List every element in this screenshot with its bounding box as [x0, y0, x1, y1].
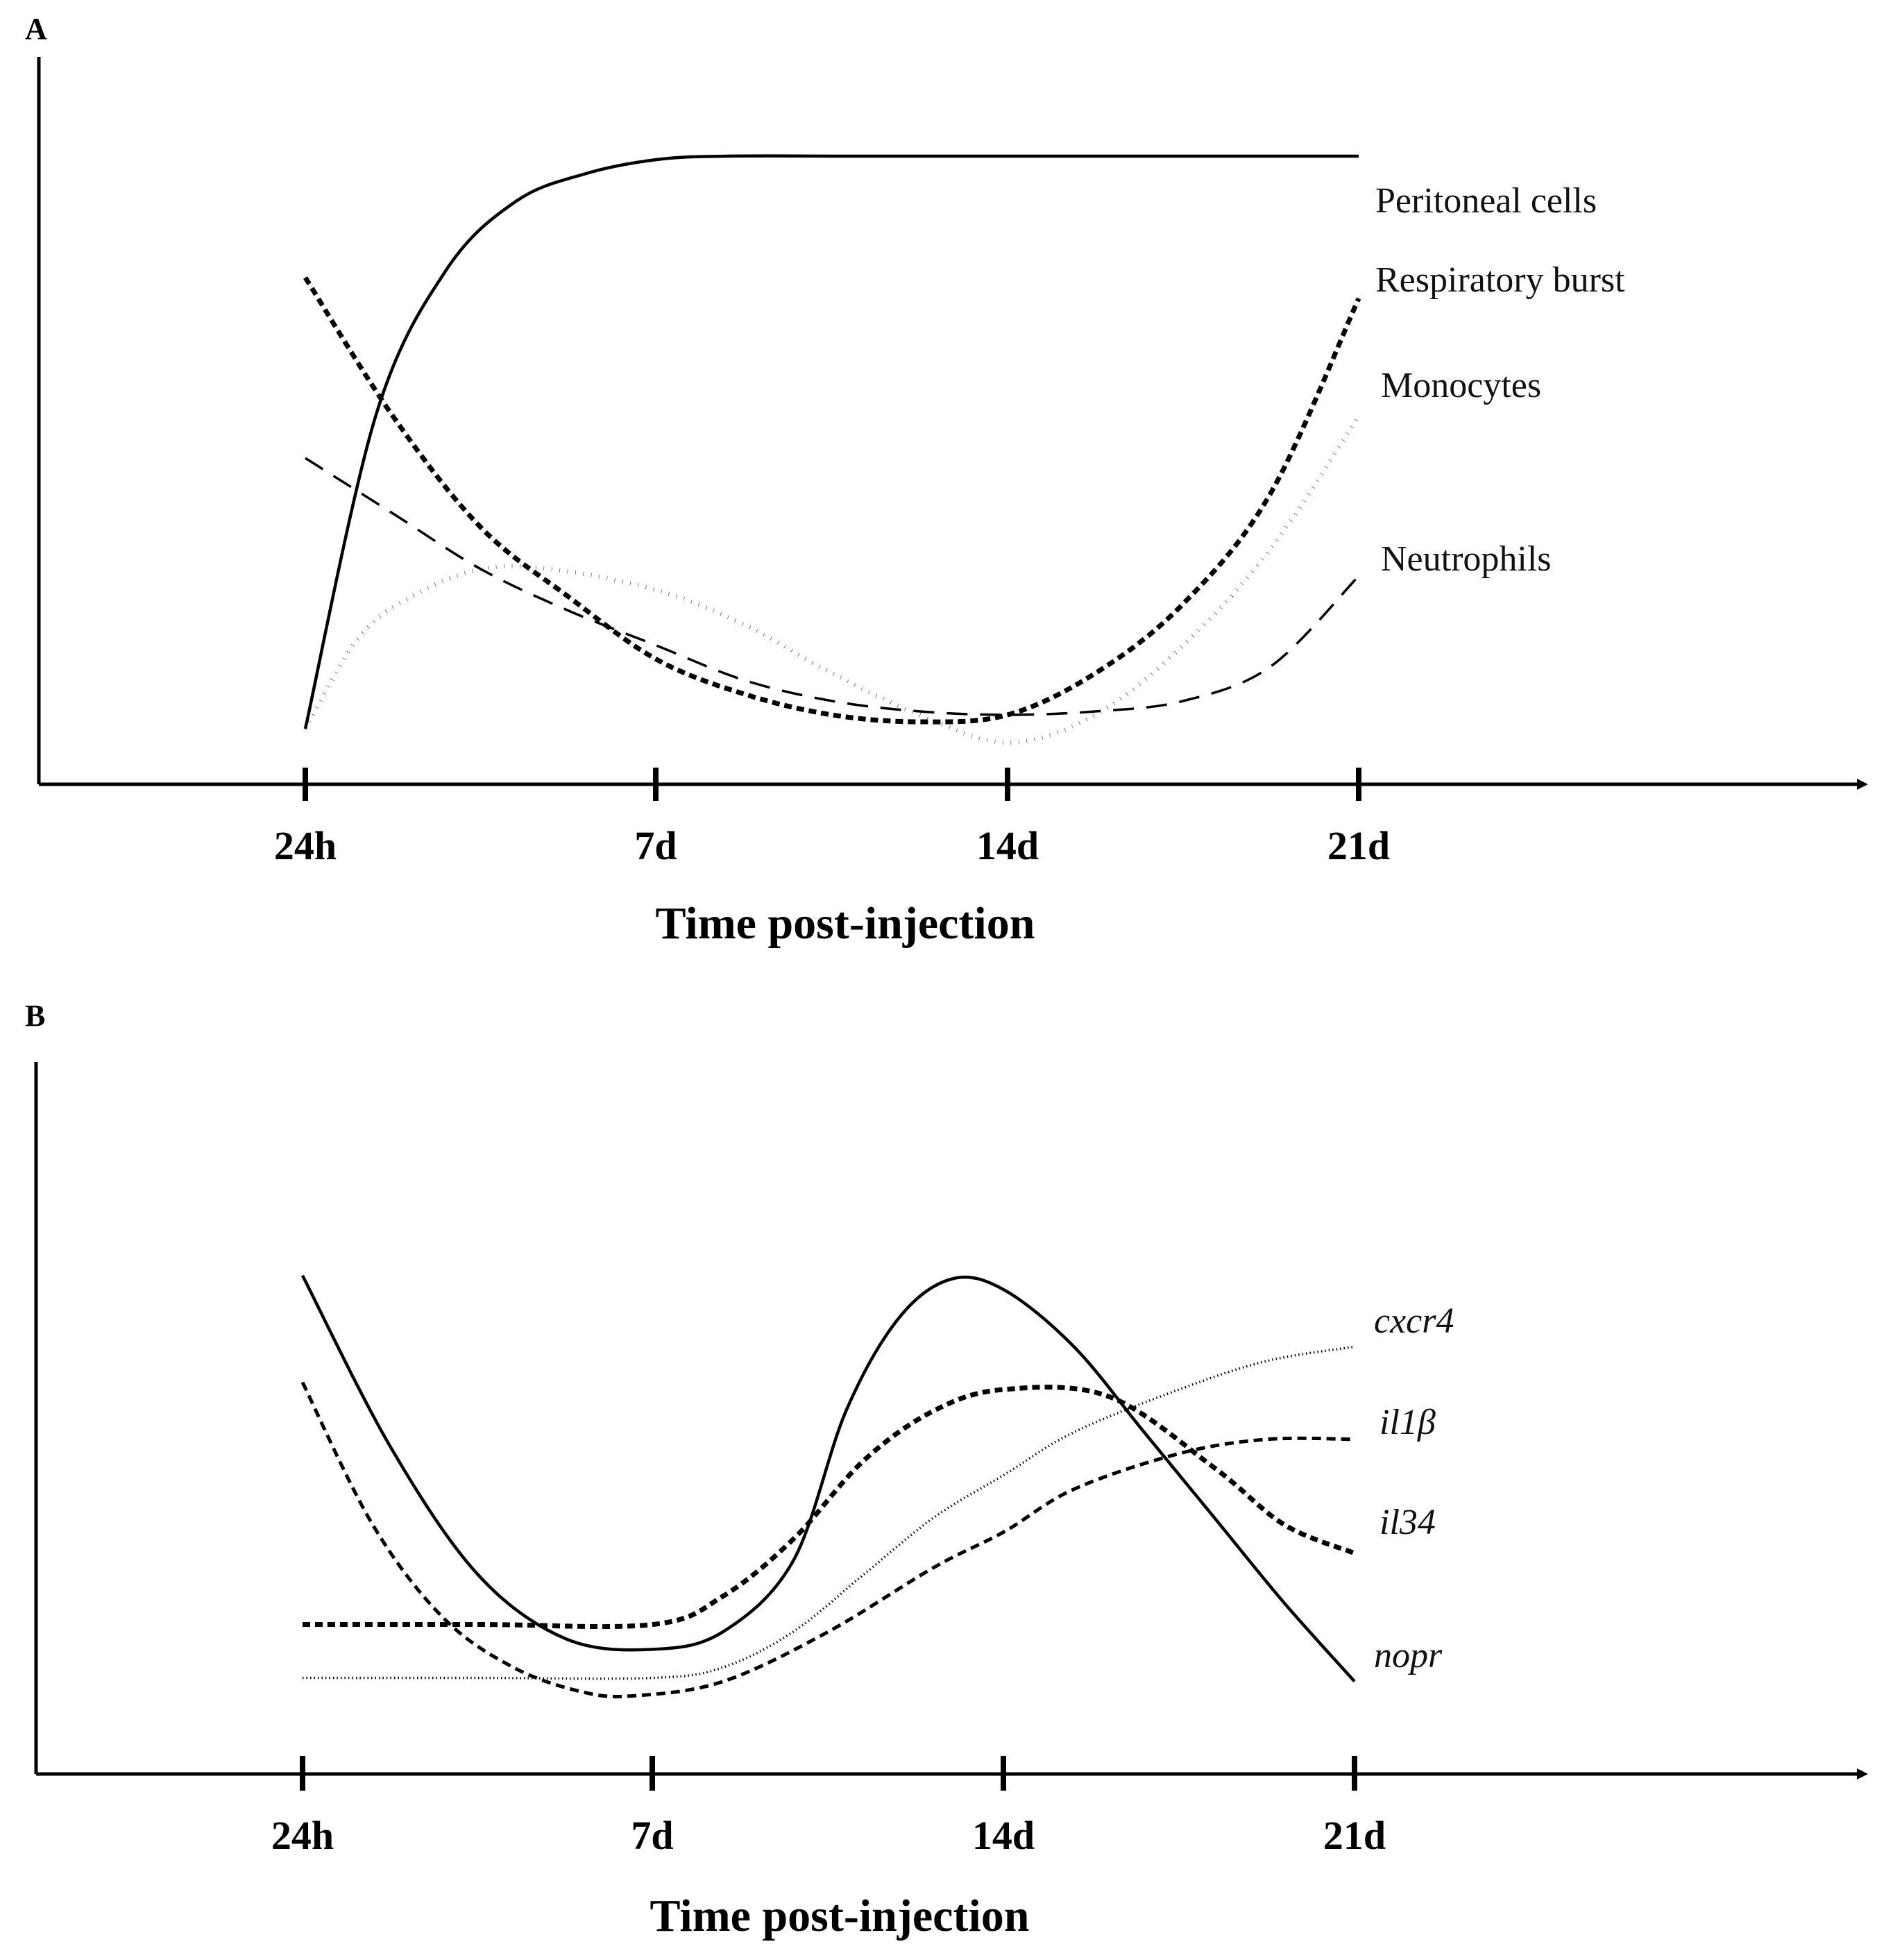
panel-a-series-respiratory-burst: [303, 276, 1361, 725]
panel-b-letter: B: [25, 999, 45, 1033]
panel-b-legend-il1b: il1β: [1380, 1403, 1436, 1442]
panel-a-tick-label-24h: 24h: [274, 823, 337, 868]
panel-a-chart: A 24h 7d 14d 21d Time post-injection Per…: [25, 12, 1868, 949]
panel-b-tick-label-7d: 7d: [631, 1813, 673, 1858]
panel-b-legend-nopr: nopr: [1374, 1636, 1443, 1675]
panel-b-tick-label-14d: 14d: [972, 1813, 1035, 1858]
panel-a-legend-respiratory-burst: Respiratory burst: [1375, 260, 1625, 300]
panel-b-legend-cxcr4: cxcr4: [1374, 1301, 1454, 1341]
panel-b-chart: B 24h 7d 14d 21d Time post-injection cxc…: [25, 999, 1868, 1941]
panel-a-letter: A: [25, 12, 47, 46]
panel-a-series-neutrophils: [305, 457, 1360, 716]
panel-a-x-axis-arrow: [1857, 779, 1868, 790]
panel-b-series-cxcr4: [303, 1345, 1355, 1680]
panel-b-tick-label-21d: 21d: [1323, 1813, 1386, 1858]
panel-b-series-il34: [303, 1385, 1356, 1630]
panel-a-series-peritoneal-cells: [303, 154, 1359, 729]
panel-a-legend-monocytes: Monocytes: [1381, 366, 1541, 405]
panel-a-series-monocytes: [303, 415, 1361, 745]
panel-b-series-il1b: [300, 1381, 1355, 1698]
panel-a-legend-peritoneal-cells: Peritoneal cells: [1375, 181, 1597, 221]
panel-a-tick-label-21d: 21d: [1327, 823, 1390, 868]
panel-a-tick-label-7d: 7d: [634, 823, 677, 868]
panel-b-x-axis-arrow: [1857, 1768, 1868, 1780]
panel-b-legend-il34: il34: [1380, 1503, 1436, 1542]
panel-b-x-axis-title: Time post-injection: [650, 1891, 1030, 1941]
panel-a-legend-neutrophils: Neutrophils: [1381, 539, 1552, 579]
panel-b-tick-label-24h: 24h: [271, 1813, 334, 1858]
panel-a-tick-label-14d: 14d: [976, 823, 1039, 868]
panel-b-series-nopr: [300, 1274, 1356, 1683]
panel-a-x-axis-title: Time post-injection: [656, 898, 1035, 949]
